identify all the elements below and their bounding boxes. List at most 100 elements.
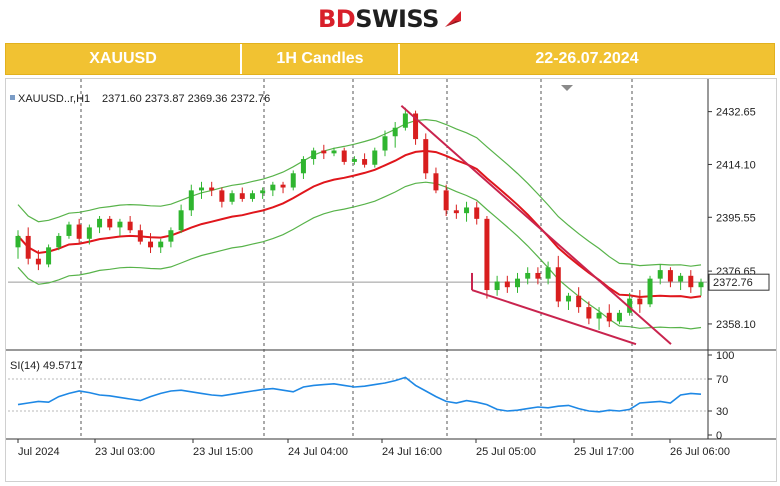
candle-body-44 xyxy=(464,207,470,214)
rsi-tick-label-2: 30 xyxy=(716,406,728,418)
candle-body-57 xyxy=(596,312,602,319)
candle-body-39 xyxy=(413,113,419,140)
candle-body-1 xyxy=(25,235,31,259)
candle-body-12 xyxy=(137,230,143,242)
wedge-upper-trendline xyxy=(400,105,672,345)
candle-body-31 xyxy=(331,150,337,154)
rsi-label: SI(14) 49.5717 xyxy=(10,360,83,372)
rsi-line xyxy=(17,376,702,413)
candle-body-53 xyxy=(555,267,561,302)
candle-body-18 xyxy=(198,187,204,191)
chart-header: XAUUSD 1H Candles 22-26.07.2024 xyxy=(5,43,775,75)
info-ohlc-values: 2371.60 2373.87 2369.36 2372.76 xyxy=(102,93,270,105)
candle-body-46 xyxy=(484,218,490,291)
candle-body-59 xyxy=(616,312,622,322)
candle-body-62 xyxy=(647,278,653,305)
candle-body-9 xyxy=(107,218,113,228)
time-label-3: 24 Jul 04:00 xyxy=(288,446,348,458)
price-tick-label-1: 2414.10 xyxy=(716,159,756,171)
candle-body-37 xyxy=(392,127,398,137)
candle-body-11 xyxy=(127,221,133,231)
time-label-4: 24 Jul 16:00 xyxy=(382,446,442,458)
candle-body-13 xyxy=(148,241,154,248)
candle-body-0 xyxy=(15,235,21,248)
candle-body-45 xyxy=(474,207,480,219)
candle-body-5 xyxy=(66,224,72,236)
candle-body-19 xyxy=(209,187,215,191)
moving-average-line xyxy=(17,149,702,299)
candle-body-58 xyxy=(606,312,612,322)
candle-body-4 xyxy=(56,235,62,248)
envelope-lower-line xyxy=(17,181,702,330)
candle-body-48 xyxy=(504,281,510,288)
candle-body-23 xyxy=(249,193,255,199)
candle-body-16 xyxy=(178,210,184,231)
candle-body-49 xyxy=(515,278,521,288)
candle-body-38 xyxy=(402,113,408,128)
candle-body-43 xyxy=(453,210,459,214)
chart-frame: 2432.65 2414.10 2395.55 2376.65 2358.10 2372.… xyxy=(5,78,777,482)
candle-body-55 xyxy=(576,295,582,308)
brand-bar: BDSWISS xyxy=(0,0,780,40)
candle-body-47 xyxy=(494,281,500,291)
price-chart: 2432.652414.102395.552376.652358.102372.… xyxy=(6,79,776,458)
brand-wordmark: BDSWISS xyxy=(318,5,439,33)
candle-body-30 xyxy=(321,150,327,154)
info-symbol-icon xyxy=(10,95,15,100)
candle-body-28 xyxy=(300,159,306,174)
candle-body-26 xyxy=(280,184,286,188)
candle-body-65 xyxy=(678,275,684,282)
candle-body-60 xyxy=(627,298,633,313)
candle-body-17 xyxy=(188,190,194,211)
candle-body-24 xyxy=(260,190,266,194)
candle-body-56 xyxy=(586,307,592,319)
candle-body-51 xyxy=(535,272,541,279)
candle-body-33 xyxy=(351,159,357,162)
period-label: 22-26.07.2024 xyxy=(535,50,639,67)
candle-body-66 xyxy=(688,275,694,288)
price-tick-label-2: 2395.55 xyxy=(716,212,756,224)
shift-marker-icon xyxy=(561,85,573,91)
rsi-tick-label-1: 70 xyxy=(716,374,728,386)
envelope-upper-line xyxy=(17,118,702,267)
candle-body-52 xyxy=(545,267,551,279)
candle-body-67 xyxy=(698,282,704,288)
candle-body-64 xyxy=(667,270,673,282)
candle-body-54 xyxy=(565,295,571,302)
symbol-label: XAUUSD xyxy=(6,44,242,74)
candle-body-3 xyxy=(46,247,52,265)
candle-body-34 xyxy=(362,159,368,165)
timeframe-label: 1H Candles xyxy=(242,44,400,74)
price-tick-label-0: 2432.65 xyxy=(716,107,756,119)
candle-body-7 xyxy=(86,227,92,239)
time-label-5: 25 Jul 05:00 xyxy=(476,446,536,458)
current-price-label: 2372.76 xyxy=(713,277,753,289)
candle-body-14 xyxy=(158,241,164,248)
candle-body-21 xyxy=(229,193,235,202)
candle-body-50 xyxy=(525,272,531,279)
candle-body-32 xyxy=(341,150,347,162)
time-label-7: 26 Jul 06:00 xyxy=(670,446,730,458)
candle-body-41 xyxy=(433,173,439,191)
time-label-0: Jul 2024 xyxy=(18,446,60,458)
candle-body-42 xyxy=(443,190,449,211)
bdswiss-logo: BDSWISS xyxy=(318,5,463,33)
candle-body-2 xyxy=(35,258,41,265)
rsi-tick-label-3: 0 xyxy=(716,430,722,442)
candle-body-36 xyxy=(382,136,388,151)
candle-body-27 xyxy=(290,173,296,188)
candle-body-6 xyxy=(76,224,82,239)
candle-body-61 xyxy=(637,298,643,305)
candle-body-20 xyxy=(219,190,225,202)
candle-body-10 xyxy=(117,221,123,228)
candle-body-35 xyxy=(372,150,378,165)
candle-body-22 xyxy=(239,193,245,199)
candle-body-63 xyxy=(657,270,663,279)
current-price-box xyxy=(708,273,770,291)
candle-body-29 xyxy=(311,150,317,160)
candle-body-25 xyxy=(270,184,276,191)
candle-body-40 xyxy=(423,139,429,174)
candle-body-8 xyxy=(97,218,103,228)
wedge-lower-trendline xyxy=(471,289,637,346)
info-symbol-label: XAUUSD..r,H1 xyxy=(18,93,90,105)
